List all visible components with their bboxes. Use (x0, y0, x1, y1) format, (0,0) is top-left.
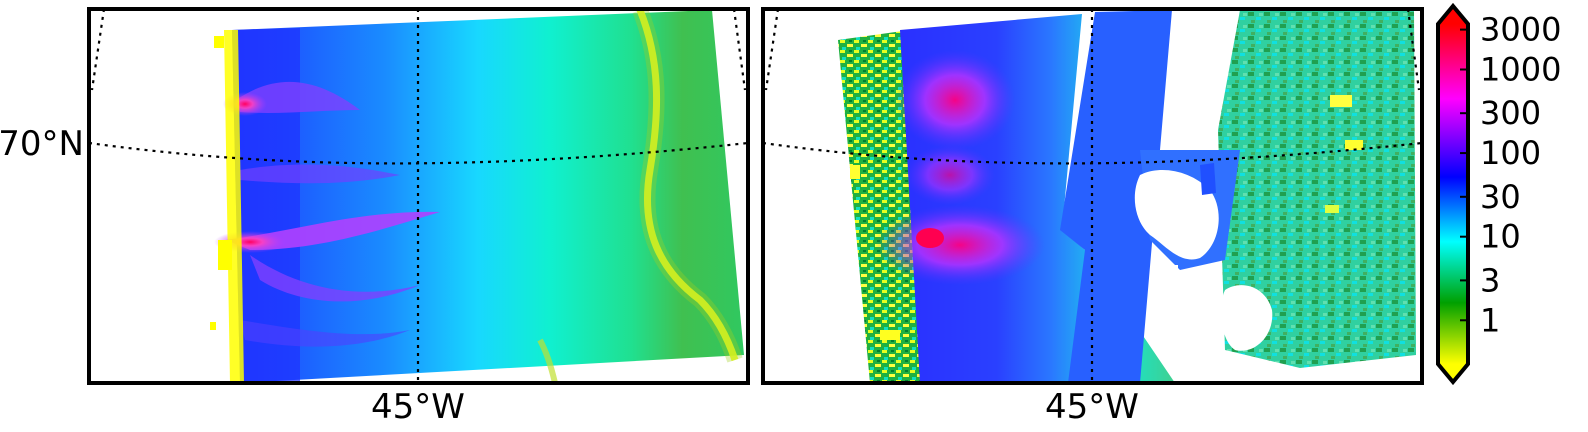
right-meridian-edge-east (1406, 8, 1421, 91)
colorbar-gradient (1438, 24, 1468, 364)
right-map-panel: 45°W (761, 7, 1424, 427)
right-lon-label-45w: 45°W (1045, 387, 1139, 427)
colorbar-tick-label: 100 (1480, 134, 1541, 172)
colorbar-extend-max (1438, 6, 1468, 24)
colorbar-tick-label: 30 (1480, 178, 1521, 216)
colorbar-tick-label: 10 (1480, 218, 1521, 256)
left-graticule (88, 8, 749, 383)
colorbar-tick-label: 3000 (1480, 11, 1561, 49)
colorbar-tick-label: 1 (1480, 301, 1500, 339)
left-meridian-edge-east (732, 8, 747, 91)
right-latitude-line-70n (762, 141, 1423, 165)
right-map-frame (761, 7, 1424, 385)
left-meridian-edge-west (90, 8, 106, 91)
colorbar-tick-label: 1000 (1480, 50, 1561, 88)
right-graticule (762, 8, 1423, 383)
colorbar-outline (1436, 2, 1470, 386)
left-map-frame (87, 7, 750, 385)
colorbar-extend-min (1438, 364, 1468, 382)
lat-label-70n: 70°N (0, 124, 84, 164)
left-lon-label-45w: 45°W (371, 387, 465, 427)
left-map-panel: 70°N 45°W (0, 7, 750, 427)
right-meridian-edge-west (764, 8, 780, 91)
left-velocity-field (210, 9, 744, 383)
colorbar-tick-label: 3 (1480, 261, 1500, 299)
right-velocity-field (838, 10, 1416, 383)
colorbar-tick-label: 300 (1480, 94, 1541, 132)
